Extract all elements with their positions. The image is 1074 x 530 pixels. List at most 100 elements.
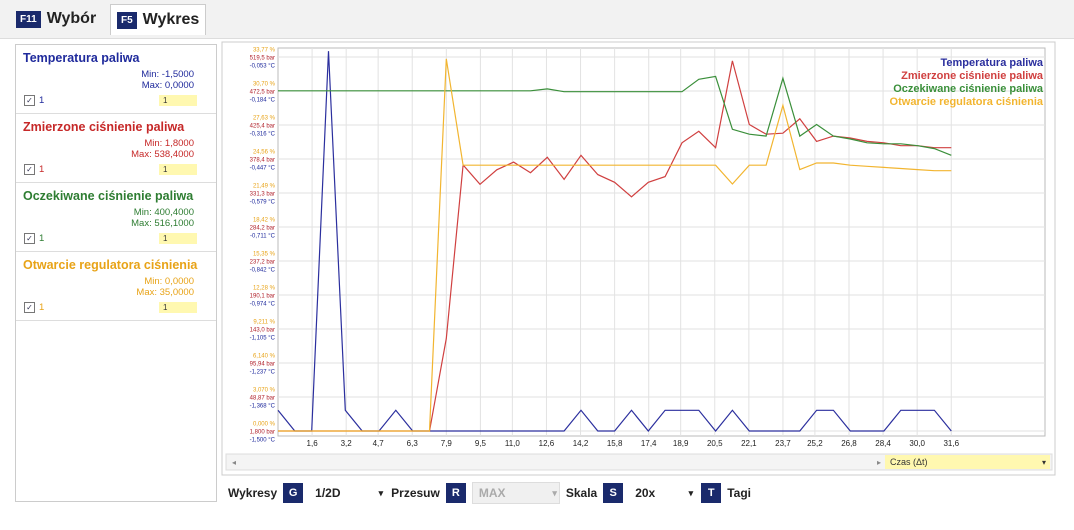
signal-item: Temperatura paliwa Min: -1,5000 Max: 0,000…	[16, 45, 216, 114]
tab-label: Wykres	[142, 11, 200, 28]
hotkey: G	[283, 483, 304, 503]
checkbox[interactable]: ✓	[24, 302, 35, 313]
y-tick-label: -1,368 °C	[250, 403, 276, 409]
signal-max: Max: 35,0000	[136, 287, 194, 298]
dropdown[interactable]: MAX ▾	[471, 482, 560, 504]
hotkey: S	[603, 483, 624, 503]
signal-item: Zmierzone ciśnienie paliwa Min: 1,8000 Max…	[16, 114, 216, 183]
y-tick-label: 15,35 %	[253, 252, 276, 258]
y-tick-label: 18,42 %	[253, 218, 276, 224]
tool-label: Wykresy	[228, 486, 278, 500]
y-tick-label: 472,5 bar	[250, 89, 275, 95]
x-tick-label: 14,2	[573, 439, 589, 448]
checkbox[interactable]: ✓	[24, 233, 35, 244]
checkbox[interactable]: ✓	[24, 164, 35, 175]
y-tick-label: -0,184 °C	[250, 97, 276, 103]
dropdown-value: 1/2D	[315, 486, 341, 500]
signal-name: Oczekiwane ciśnienie paliwa	[23, 189, 194, 203]
y-tick-label: -1,500 °C	[250, 438, 276, 444]
x-tick-label: 22,1	[741, 439, 757, 448]
scroll-left[interactable]: ◂	[232, 458, 236, 467]
dropdown-value: MAX	[478, 486, 506, 500]
y-tick-label: -0,711 °C	[250, 234, 276, 240]
series-line	[278, 75, 952, 156]
signal-name: Zmierzone ciśnienie paliwa	[23, 120, 185, 134]
tool-label[interactable]: Tagi	[727, 486, 751, 500]
checkbox-label: 1	[39, 233, 45, 244]
y-tick-label: -0,842 °C	[250, 267, 276, 273]
x-tick-label: 31,6	[943, 439, 959, 448]
series-line	[278, 58, 952, 432]
scrollbar[interactable]	[225, 453, 1053, 471]
select[interactable]: 1	[159, 233, 197, 244]
dropdown-arrow: ▾	[1042, 458, 1046, 467]
y-tick-label: 9,211 %	[253, 319, 275, 325]
y-tick-label: 425,4 bar	[250, 123, 275, 129]
plot-area	[277, 47, 1046, 437]
x-tick-label: 23,7	[775, 439, 791, 448]
x-tick-label: 20,5	[707, 439, 723, 448]
y-tick-label: 24,56 %	[253, 150, 276, 156]
y-tick-label: 6,140 %	[253, 354, 276, 360]
y-tick-label: 1,800 bar	[250, 430, 275, 436]
dropdown[interactable]: 20x ▾	[629, 483, 696, 503]
y-tick-label: -0,316 °C	[250, 131, 276, 137]
y-tick-label: 519,5 bar	[250, 56, 275, 62]
x-tick-label: 25,2	[807, 439, 823, 448]
y-tick-label: 95,94 bar	[250, 361, 275, 367]
signal-max: Max: 538,4000	[131, 149, 194, 160]
y-tick-label: 143,0 bar	[250, 327, 275, 333]
y-tick-label: -1,237 °C	[250, 370, 276, 376]
x-tick-label: 11,0	[505, 439, 521, 448]
y-tick-label: 21,49 %	[253, 184, 276, 190]
y-tick-label: -0,447 °C	[250, 165, 276, 171]
signal-item: Oczekiwane ciśnienie paliwa Min: 400,4000…	[16, 183, 216, 252]
legend-entry: Otwarcie regulatora ciśnienia	[890, 96, 1044, 108]
y-tick-label: 331,3 bar	[250, 191, 275, 197]
checkbox-label: 1	[39, 164, 45, 175]
series-line	[277, 51, 952, 432]
signal-min: Min: 1,8000	[144, 138, 194, 149]
y-tick-label: 190,1 bar	[250, 293, 275, 299]
x-axis-label: Czas (Δt)	[890, 457, 928, 467]
select[interactable]: 1	[159, 95, 197, 106]
x-axis-select[interactable]	[885, 455, 1050, 469]
signal-min: Min: 0,0000	[144, 276, 194, 287]
tab-key: F5	[117, 11, 137, 29]
tool-label: Skala	[565, 486, 598, 500]
dropdown-value: 20x	[635, 486, 656, 500]
signal-name: Temperatura paliwa	[23, 51, 140, 65]
signal-max: Max: 516,1000	[131, 218, 194, 229]
checkbox[interactable]: ✓	[24, 95, 35, 106]
y-tick-label: 284,2 bar	[250, 225, 275, 231]
y-tick-label: 33,77 %	[253, 48, 276, 54]
x-tick-label: 28,4	[875, 439, 891, 448]
signal-item: Otwarcie regulatora ciśnienia Min: 0,0000…	[16, 252, 216, 321]
y-tick-label: -0,974 °C	[250, 302, 276, 308]
select[interactable]: 1	[159, 164, 197, 175]
checkbox-label: 1	[39, 302, 45, 313]
x-tick-label: 1,6	[307, 439, 319, 448]
x-tick-label: 7,9	[441, 439, 453, 448]
dropdown[interactable]: 1/2D ▾	[309, 483, 386, 503]
x-tick-label: 9,5	[475, 439, 487, 448]
checkbox-label: 1	[39, 95, 45, 106]
tab[interactable]: F5 Wykres	[110, 4, 207, 35]
x-tick-label: 6,3	[407, 439, 419, 448]
y-tick-label: 27,63 %	[253, 116, 276, 122]
select[interactable]: 1	[159, 302, 197, 313]
x-tick-label: 17,4	[641, 439, 657, 448]
y-tick-label: 48,87 bar	[250, 395, 275, 401]
tab-key: F11	[16, 10, 41, 28]
scroll-right[interactable]: ▸	[877, 458, 881, 467]
signal-max: Max: 0,0000	[141, 80, 194, 91]
y-tick-label: 3,070 %	[253, 388, 276, 394]
x-tick-label: 18,9	[673, 439, 689, 448]
x-tick-label: 30,0	[909, 439, 925, 448]
y-tick-label: 237,2 bar	[250, 259, 275, 265]
legend-entry: Zmierzone ciśnienie paliwa	[901, 70, 1044, 82]
y-tick-label: 30,70 %	[253, 82, 276, 88]
signal-panel: Temperatura paliwa Min: -1,5000 Max: 0,000…	[15, 44, 217, 502]
tab[interactable]: F11 Wybór	[10, 4, 102, 34]
